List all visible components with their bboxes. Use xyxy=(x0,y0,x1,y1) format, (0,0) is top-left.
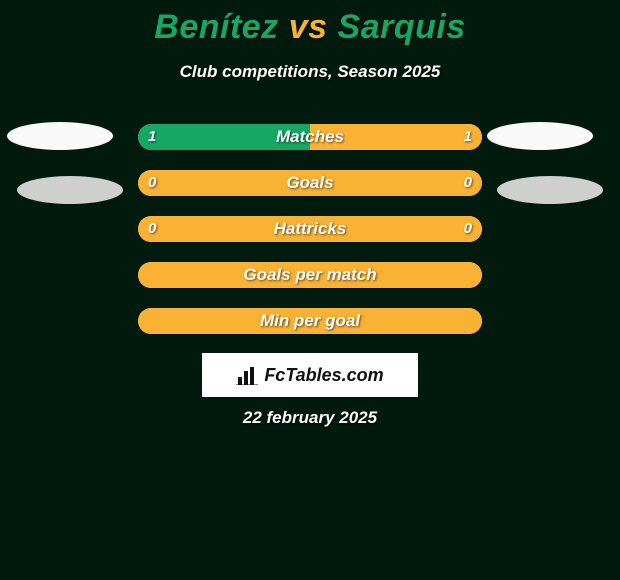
stat-label: Min per goal xyxy=(138,308,482,334)
stat-value-left: 1 xyxy=(148,124,156,150)
comparison-title: Benítez vs Sarquis xyxy=(0,8,620,47)
stat-label: Goals per match xyxy=(138,262,482,288)
stat-row-goals: Goals0 0 xyxy=(138,170,482,196)
stat-value-right: 0 xyxy=(464,170,472,196)
player-marker-ellipse xyxy=(497,176,603,204)
stat-label: Hattricks xyxy=(138,216,482,242)
stat-value-left: 0 xyxy=(148,216,156,242)
stat-row-matches: Matches1 1 xyxy=(138,124,482,150)
player2-name: Sarquis xyxy=(338,8,466,46)
player-marker-ellipse xyxy=(7,122,113,150)
stat-row-hattricks: Hattricks0 0 xyxy=(138,216,482,242)
bar-chart-icon xyxy=(236,365,258,385)
vs-text: vs xyxy=(289,8,328,46)
snapshot-date: 22 february 2025 xyxy=(0,408,620,428)
stat-label: Matches xyxy=(138,124,482,150)
stat-value-right: 0 xyxy=(464,216,472,242)
stat-row-goals-per-match: Goals per match xyxy=(138,262,482,288)
stat-label: Goals xyxy=(138,170,482,196)
stat-row-min-per-goal: Min per goal xyxy=(138,308,482,334)
logo-text: FcTables.com xyxy=(264,365,383,386)
stat-value-right: 1 xyxy=(464,124,472,150)
subtitle: Club competitions, Season 2025 xyxy=(0,62,620,82)
player1-name: Benítez xyxy=(154,8,278,46)
player-marker-ellipse xyxy=(487,122,593,150)
stat-value-left: 0 xyxy=(148,170,156,196)
player-marker-ellipse xyxy=(17,176,123,204)
fctables-logo: FcTables.com xyxy=(202,353,418,397)
